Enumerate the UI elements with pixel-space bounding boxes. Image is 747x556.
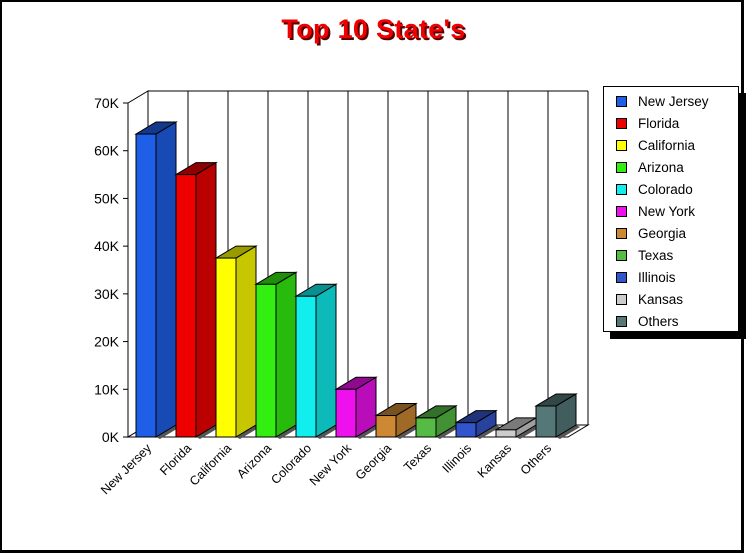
legend-label: Arizona xyxy=(638,159,684,175)
bar xyxy=(455,422,477,438)
legend-item: New Jersey xyxy=(616,90,738,112)
chart-title: Top 10 State's xyxy=(281,14,466,44)
bar-side xyxy=(195,161,217,438)
legend-item: Arizona xyxy=(616,156,738,178)
bar-shadow xyxy=(516,425,540,439)
bar-side xyxy=(315,283,337,438)
y-tick-label: 0K xyxy=(102,429,120,445)
x-tick-label: Florida xyxy=(157,441,194,478)
bar-side xyxy=(155,121,177,438)
legend-label: New Jersey xyxy=(638,93,709,109)
legend-swatch xyxy=(616,161,627,173)
bar-side xyxy=(235,245,257,438)
legend-swatch xyxy=(616,117,627,129)
x-tick-label: California xyxy=(187,441,234,488)
legend-item: Colorado xyxy=(616,178,738,200)
bar-shadow xyxy=(356,425,380,439)
legend-swatch xyxy=(616,249,627,261)
chart-legend: New Jersey Florida California Arizona Colora… xyxy=(603,86,739,332)
legend-item: New York xyxy=(616,200,738,222)
x-tick-label: New Jersey xyxy=(98,441,155,498)
bar xyxy=(215,257,237,438)
y-tick-label: 70K xyxy=(94,95,120,111)
legend-item: Illinois xyxy=(616,266,738,288)
legend-label: Colorado xyxy=(638,181,693,197)
x-tick-label: Arizona xyxy=(234,441,274,481)
legend-item: Kansas xyxy=(616,288,738,310)
y-tick-label: 40K xyxy=(94,238,120,254)
legend-swatch xyxy=(616,293,627,305)
x-tick-label: Texas xyxy=(401,441,434,474)
y-tick-label: 50K xyxy=(94,190,120,206)
legend-label: Texas xyxy=(638,247,674,263)
bar-shadow xyxy=(476,425,500,439)
legend-swatch xyxy=(616,139,627,151)
y-tick-label: 20K xyxy=(94,334,120,350)
y-tick-label: 10K xyxy=(94,381,120,397)
x-tick-label: Others xyxy=(518,441,554,477)
legend-label: Illinois xyxy=(638,269,676,285)
x-tick-label: Georgia xyxy=(353,441,394,482)
bar xyxy=(175,174,197,438)
bar xyxy=(255,283,277,438)
bar-shadow xyxy=(316,425,340,439)
legend-label: Georgia xyxy=(638,225,687,241)
bar-shadow xyxy=(436,425,460,439)
legend-swatch xyxy=(616,315,627,327)
y-tick-label: 60K xyxy=(94,143,120,159)
legend-swatch xyxy=(616,271,627,283)
bar xyxy=(375,415,397,438)
legend-swatch xyxy=(616,183,627,195)
legend-item: Others xyxy=(616,310,738,332)
legend-label: Florida xyxy=(638,115,680,131)
bar xyxy=(135,133,157,438)
legend-label: New York xyxy=(638,203,696,219)
legend-item: Georgia xyxy=(616,222,738,244)
bar xyxy=(415,417,437,438)
bar-side xyxy=(275,271,297,438)
legend-swatch xyxy=(616,205,627,217)
bar-shadow xyxy=(196,425,220,439)
bar-shadow xyxy=(156,425,180,439)
legend-item: Florida xyxy=(616,112,738,134)
legend-swatch xyxy=(616,227,627,239)
legend-swatch xyxy=(616,95,627,107)
legend-label: Kansas xyxy=(638,291,684,307)
x-tick-label: Illinois xyxy=(440,441,474,475)
x-tick-label: Kansas xyxy=(475,441,514,480)
y-tick-label: 30K xyxy=(94,286,120,302)
legend-label: California xyxy=(638,137,696,153)
bar xyxy=(335,388,357,438)
legend-item: Texas xyxy=(616,244,738,266)
bar xyxy=(295,295,317,438)
bar-shadow xyxy=(276,425,300,439)
bar-shadow xyxy=(556,425,580,439)
legend-item: California xyxy=(616,134,738,156)
bar xyxy=(495,429,517,438)
bar xyxy=(535,405,557,438)
legend-label: Others xyxy=(638,313,679,329)
x-tick-label: New York xyxy=(307,441,355,489)
bar-shadow xyxy=(396,425,420,439)
bar-shadow xyxy=(236,425,260,439)
